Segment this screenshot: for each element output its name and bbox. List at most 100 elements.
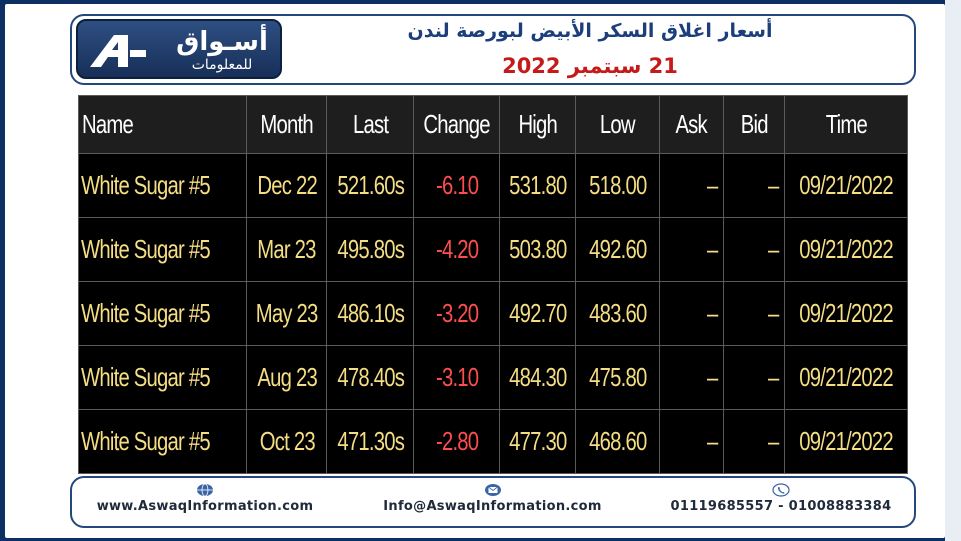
cell-ask: – (659, 345, 725, 410)
cell-name: White Sugar #5 (77, 281, 248, 346)
cell-month-value: May 23 (255, 298, 319, 328)
cell-bid: – (723, 281, 786, 346)
phone-icon (772, 483, 790, 497)
cell-change-value: -3.20 (435, 298, 479, 328)
cell-month: Oct 23 (246, 409, 328, 474)
cell-name-value: White Sugar #5 (81, 298, 211, 328)
column-header-bid: Bid (723, 95, 786, 154)
column-header-month: Month (246, 95, 328, 154)
cell-ask-value: – (706, 426, 718, 456)
cell-bid: – (723, 217, 786, 282)
cell-last: 495.80s (326, 217, 415, 282)
column-header-name: Name (77, 95, 248, 154)
cell-name: White Sugar #5 (77, 153, 248, 218)
cell-ask: – (659, 153, 725, 218)
slide-edge (945, 0, 961, 541)
column-header-change: Change (413, 95, 501, 154)
cell-low: 475.80 (575, 345, 661, 410)
cell-last-value: 521.60s (337, 170, 404, 200)
cell-change: -2.80 (413, 409, 501, 474)
cell-change: -4.20 (413, 217, 501, 282)
cell-low: 492.60 (575, 217, 661, 282)
cell-high-value: 477.30 (509, 426, 567, 456)
price-table: Name Month Last Change High Low Ask Bid Time Whi… (77, 95, 908, 474)
cell-month-value: Oct 23 (259, 426, 315, 456)
website-contact[interactable]: www.AswaqInformation.com (80, 483, 330, 514)
cell-time: 09/21/2022 (784, 345, 908, 410)
cell-time-value: 09/21/2022 (799, 234, 893, 264)
cell-high: 477.30 (499, 409, 577, 474)
column-header-label: Last (352, 109, 389, 139)
column-header-label: Ask (675, 109, 708, 139)
table-row: White Sugar #5 Dec 22 521.60s -6.10 531.80 51… (77, 153, 908, 218)
table-row: White Sugar #5 Aug 23 478.40s -3.10 484.30 47… (77, 345, 908, 410)
table-row: White Sugar #5 Oct 23 471.30s -2.80 477.30 46… (77, 409, 908, 474)
cell-bid-value: – (767, 362, 779, 392)
cell-name: White Sugar #5 (77, 345, 248, 410)
cell-ask-value: – (706, 362, 718, 392)
website-text[interactable]: www.AswaqInformation.com (96, 499, 314, 514)
cell-month: Dec 22 (246, 153, 328, 218)
cell-last-value: 495.80s (337, 234, 404, 264)
cell-time: 09/21/2022 (784, 217, 908, 282)
cell-last: 478.40s (326, 345, 415, 410)
cell-bid: – (723, 409, 786, 474)
cell-bid: – (723, 153, 786, 218)
cell-name: White Sugar #5 (77, 217, 248, 282)
cell-name-value: White Sugar #5 (81, 362, 211, 392)
cell-time-value: 09/21/2022 (799, 362, 893, 392)
cell-low-value: 468.60 (589, 426, 647, 456)
cell-last: 486.10s (326, 281, 415, 346)
cell-month: Aug 23 (246, 345, 328, 410)
cell-change-value: -4.20 (435, 234, 479, 264)
cell-ask-value: – (706, 170, 718, 200)
cell-change: -3.20 (413, 281, 501, 346)
cell-change-value: -2.80 (435, 426, 479, 456)
cell-high: 503.80 (499, 217, 577, 282)
cell-month-value: Aug 23 (257, 362, 317, 392)
cell-high-value: 531.80 (509, 170, 567, 200)
cell-month: May 23 (246, 281, 328, 346)
cell-low-value: 483.60 (589, 298, 647, 328)
cell-low-value: 518.00 (589, 170, 647, 200)
cell-time-value: 09/21/2022 (799, 426, 893, 456)
cell-last: 471.30s (326, 409, 415, 474)
report-date: 21 سبتمبر 2022 (502, 54, 678, 78)
cell-bid-value: – (767, 170, 779, 200)
aswaq-a-logo-icon (90, 35, 146, 67)
cell-time-value: 09/21/2022 (799, 298, 893, 328)
aswaq-logo: أسـواق للمعلومات (76, 19, 282, 79)
cell-ask: – (659, 217, 725, 282)
logo-subtitle: للمعلومات (191, 57, 253, 73)
phone-text[interactable]: 01119685557 - 01008883384 (670, 499, 892, 514)
cell-change-value: -6.10 (435, 170, 479, 200)
cell-change-value: -3.10 (435, 362, 479, 392)
cell-time: 09/21/2022 (784, 281, 908, 346)
cell-low-value: 492.60 (589, 234, 647, 264)
column-header-label: Month (260, 109, 314, 139)
cell-low-value: 475.80 (589, 362, 647, 392)
column-header-label: Low (600, 109, 636, 139)
cell-high-value: 484.30 (509, 362, 567, 392)
cell-bid-value: – (767, 298, 779, 328)
cell-name-value: White Sugar #5 (81, 426, 211, 456)
table-row: White Sugar #5 May 23 486.10s -3.20 492.70 48… (77, 281, 908, 346)
column-header-label: Name (82, 109, 134, 139)
cell-ask: – (659, 281, 725, 346)
page-title: أسعار اغلاق السكر الأبيض لبورصة لندن (407, 20, 773, 42)
cell-ask: – (659, 409, 725, 474)
logo-name: أسـواق (176, 27, 268, 57)
email-contact[interactable]: Info@AswaqInformation.com (365, 483, 620, 514)
table-header-row: Name Month Last Change High Low Ask Bid Time (77, 95, 908, 154)
cell-name: White Sugar #5 (77, 409, 248, 474)
column-header-high: High (499, 95, 577, 154)
cell-high-value: 492.70 (509, 298, 567, 328)
cell-month-value: Dec 22 (257, 170, 317, 200)
column-header-low: Low (575, 95, 661, 154)
email-text[interactable]: Info@AswaqInformation.com (383, 499, 602, 514)
column-header-time: Time (784, 95, 908, 154)
cell-low: 468.60 (575, 409, 661, 474)
cell-ask-value: – (706, 298, 718, 328)
cell-name-value: White Sugar #5 (81, 234, 211, 264)
phone-contact[interactable]: 01119685557 - 01008883384 (652, 483, 910, 514)
